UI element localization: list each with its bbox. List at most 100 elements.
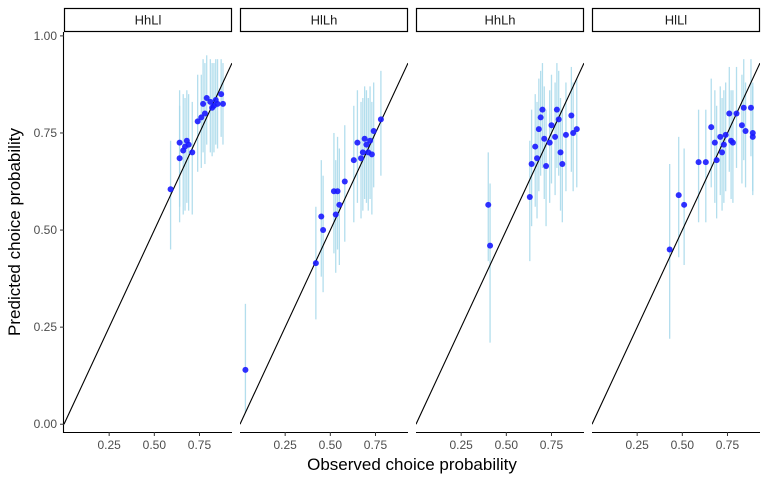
data-point <box>242 366 249 373</box>
data-point <box>711 139 718 146</box>
data-point <box>167 186 174 193</box>
identity-line <box>416 62 584 425</box>
data-point <box>377 116 384 123</box>
x-tick-label: 0.50 <box>143 438 167 452</box>
data-point <box>573 126 580 133</box>
data-point <box>332 211 339 218</box>
data-point <box>666 246 673 253</box>
plot-area <box>64 55 232 425</box>
panel-hhll: HhLl 0.25 0.50 0.75 <box>63 7 233 452</box>
data-point <box>200 100 207 107</box>
x-axis-title: Observed choice probability <box>307 455 517 474</box>
x-tick-label: 0.25 <box>273 438 297 452</box>
y-axis: 0.00 0.25 0.50 0.75 1.00 <box>34 29 65 433</box>
identity-line <box>240 62 408 425</box>
data-point <box>219 100 226 107</box>
data-point <box>320 227 327 234</box>
data-point <box>559 161 566 168</box>
y-tick-label: 1.00 <box>34 29 58 43</box>
data-point <box>557 149 564 156</box>
data-point <box>185 141 192 148</box>
plot-area <box>416 62 584 425</box>
data-point <box>738 122 745 129</box>
data-point <box>702 159 709 166</box>
data-point <box>318 213 325 220</box>
data-point <box>570 129 577 136</box>
data-point <box>189 149 196 156</box>
data-point <box>553 106 560 113</box>
data-point <box>717 133 724 140</box>
y-axis-title: Predicted choice probability <box>5 128 24 336</box>
data-point <box>546 139 553 146</box>
data-point <box>681 201 688 208</box>
facet-strip <box>239 7 409 33</box>
data-point <box>487 242 494 249</box>
data-point <box>176 155 183 162</box>
x-tick-label: 0.25 <box>625 438 649 452</box>
facet-strip <box>63 7 233 33</box>
data-point <box>562 131 569 138</box>
y-tick-label: 0.75 <box>34 126 58 140</box>
data-point <box>485 201 492 208</box>
x-tick-label: 0.75 <box>716 438 740 452</box>
data-point <box>203 95 210 102</box>
data-point <box>367 137 374 144</box>
data-point <box>361 135 368 142</box>
data-point <box>334 188 341 195</box>
x-tick-label: 0.25 <box>449 438 473 452</box>
data-point <box>552 133 559 140</box>
data-point <box>534 155 541 162</box>
data-point <box>370 128 377 135</box>
data-point <box>713 157 720 164</box>
data-point <box>354 139 361 146</box>
data-point <box>568 112 575 119</box>
data-point <box>535 126 542 133</box>
identity-line <box>592 62 760 425</box>
data-point <box>548 122 555 129</box>
data-point <box>722 131 729 138</box>
data-point <box>675 192 682 199</box>
x-tick-label: 0.50 <box>671 438 695 452</box>
x-tick-label: 0.25 <box>97 438 121 452</box>
data-point <box>555 116 562 123</box>
panel-hllh: HlLh 0.25 0.50 0.75 <box>239 7 409 452</box>
facet-strip-label: HhLl <box>135 13 162 28</box>
panel-hlll: HlLl 0.25 0.50 0.75 <box>591 7 761 452</box>
panels-layer: HhLl 0.25 0.50 0.75 HlLh 0.25 0.50 0.75 HhLh 0.25… <box>63 7 761 452</box>
identity-line <box>64 62 232 425</box>
y-tick-label: 0.50 <box>34 223 58 237</box>
data-point <box>350 157 357 164</box>
data-point <box>176 139 183 146</box>
data-point <box>528 161 535 168</box>
data-point <box>218 91 225 98</box>
data-point <box>740 104 747 111</box>
y-tick-label: 0.25 <box>34 320 58 334</box>
data-point <box>719 149 726 156</box>
data-point <box>537 114 544 121</box>
data-point <box>749 133 756 140</box>
data-point <box>747 104 754 111</box>
data-point <box>207 98 214 105</box>
data-point <box>214 100 221 107</box>
data-point <box>341 178 348 185</box>
data-point <box>541 135 548 142</box>
facet-strip-label: HhLh <box>484 13 515 28</box>
x-tick-label: 0.75 <box>364 438 388 452</box>
data-point <box>733 110 740 117</box>
y-tick-label: 0.00 <box>34 417 58 431</box>
data-point <box>729 139 736 146</box>
facet-strip <box>415 7 585 33</box>
data-point <box>336 201 343 208</box>
data-point <box>359 149 366 156</box>
data-point <box>368 151 375 158</box>
data-point <box>543 162 550 169</box>
data-point <box>312 260 319 267</box>
data-point <box>198 114 205 121</box>
x-tick-label: 0.75 <box>540 438 564 452</box>
data-point <box>194 118 201 125</box>
plot-area <box>240 62 408 425</box>
data-point <box>358 155 365 162</box>
data-point <box>526 194 533 201</box>
data-point <box>695 159 702 166</box>
x-tick-label: 0.75 <box>188 438 212 452</box>
